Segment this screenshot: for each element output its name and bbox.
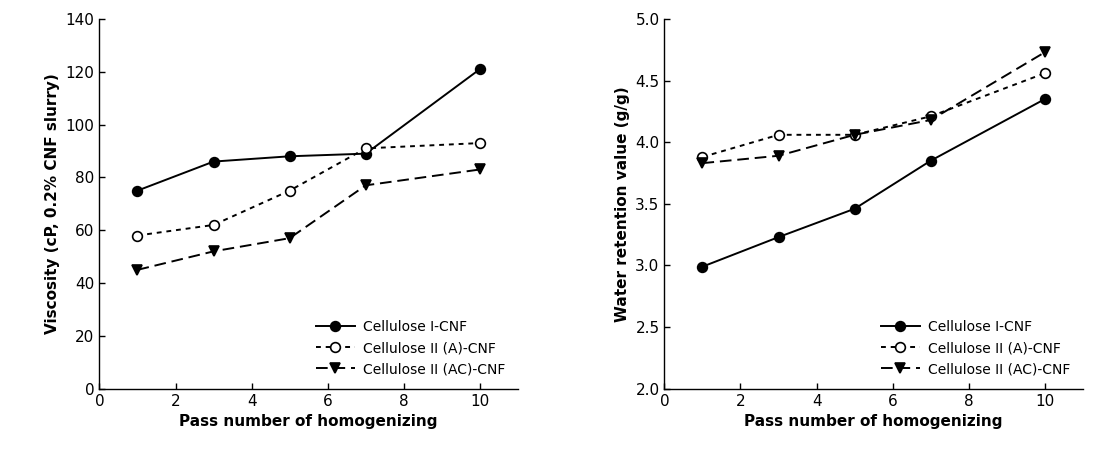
Legend: Cellulose I-CNF, Cellulose II (A)-CNF, Cellulose II (AC)-CNF: Cellulose I-CNF, Cellulose II (A)-CNF, C… — [875, 315, 1076, 382]
Cellulose II (AC)-CNF — [696, 160, 709, 166]
Cellulose II (A)-CNF — [283, 188, 296, 193]
Cellulose II (AC)-CNF — [283, 235, 296, 241]
Cellulose II (AC)-CNF — [130, 267, 144, 273]
Cellulose II (A)-CNF — [207, 222, 220, 228]
Cellulose I-CNF — [473, 66, 486, 72]
Cellulose II (AC)-CNF — [359, 182, 372, 188]
Cellulose I-CNF — [848, 206, 861, 211]
Cellulose I-CNF — [359, 151, 372, 156]
Cellulose I-CNF — [924, 158, 937, 164]
Cellulose I-CNF — [207, 159, 220, 164]
Cellulose II (A)-CNF — [848, 132, 861, 137]
Y-axis label: Viscosity (cP, 0.2% CNF slurry): Viscosity (cP, 0.2% CNF slurry) — [45, 73, 60, 334]
Line: Cellulose II (AC)-CNF: Cellulose II (AC)-CNF — [133, 164, 485, 275]
Line: Cellulose II (AC)-CNF: Cellulose II (AC)-CNF — [697, 47, 1050, 168]
Cellulose I-CNF — [130, 188, 144, 193]
Legend: Cellulose I-CNF, Cellulose II (A)-CNF, Cellulose II (AC)-CNF: Cellulose I-CNF, Cellulose II (A)-CNF, C… — [311, 315, 511, 382]
Cellulose II (A)-CNF — [359, 146, 372, 151]
X-axis label: Pass number of homogenizing: Pass number of homogenizing — [745, 414, 1003, 429]
Line: Cellulose I-CNF: Cellulose I-CNF — [133, 64, 485, 195]
Cellulose II (AC)-CNF — [924, 117, 937, 123]
Line: Cellulose II (A)-CNF: Cellulose II (A)-CNF — [697, 68, 1050, 162]
Cellulose II (A)-CNF — [696, 154, 709, 160]
Cellulose II (A)-CNF — [772, 132, 786, 137]
Cellulose I-CNF — [1039, 96, 1052, 102]
Cellulose II (A)-CNF — [130, 233, 144, 238]
Y-axis label: Water retention value (g/g): Water retention value (g/g) — [614, 86, 630, 322]
Cellulose II (AC)-CNF — [772, 153, 786, 159]
Cellulose I-CNF — [696, 264, 709, 270]
X-axis label: Pass number of homogenizing: Pass number of homogenizing — [179, 414, 438, 429]
Cellulose I-CNF — [772, 234, 786, 240]
Cellulose II (A)-CNF — [473, 140, 486, 146]
Line: Cellulose I-CNF: Cellulose I-CNF — [697, 94, 1050, 272]
Cellulose II (AC)-CNF — [473, 167, 486, 173]
Cellulose II (AC)-CNF — [848, 132, 861, 137]
Cellulose II (A)-CNF — [1039, 70, 1052, 76]
Cellulose I-CNF — [283, 154, 296, 159]
Line: Cellulose II (A)-CNF: Cellulose II (A)-CNF — [133, 138, 485, 240]
Cellulose II (AC)-CNF — [1039, 49, 1052, 55]
Cellulose II (AC)-CNF — [207, 248, 220, 254]
Cellulose II (A)-CNF — [924, 113, 937, 119]
